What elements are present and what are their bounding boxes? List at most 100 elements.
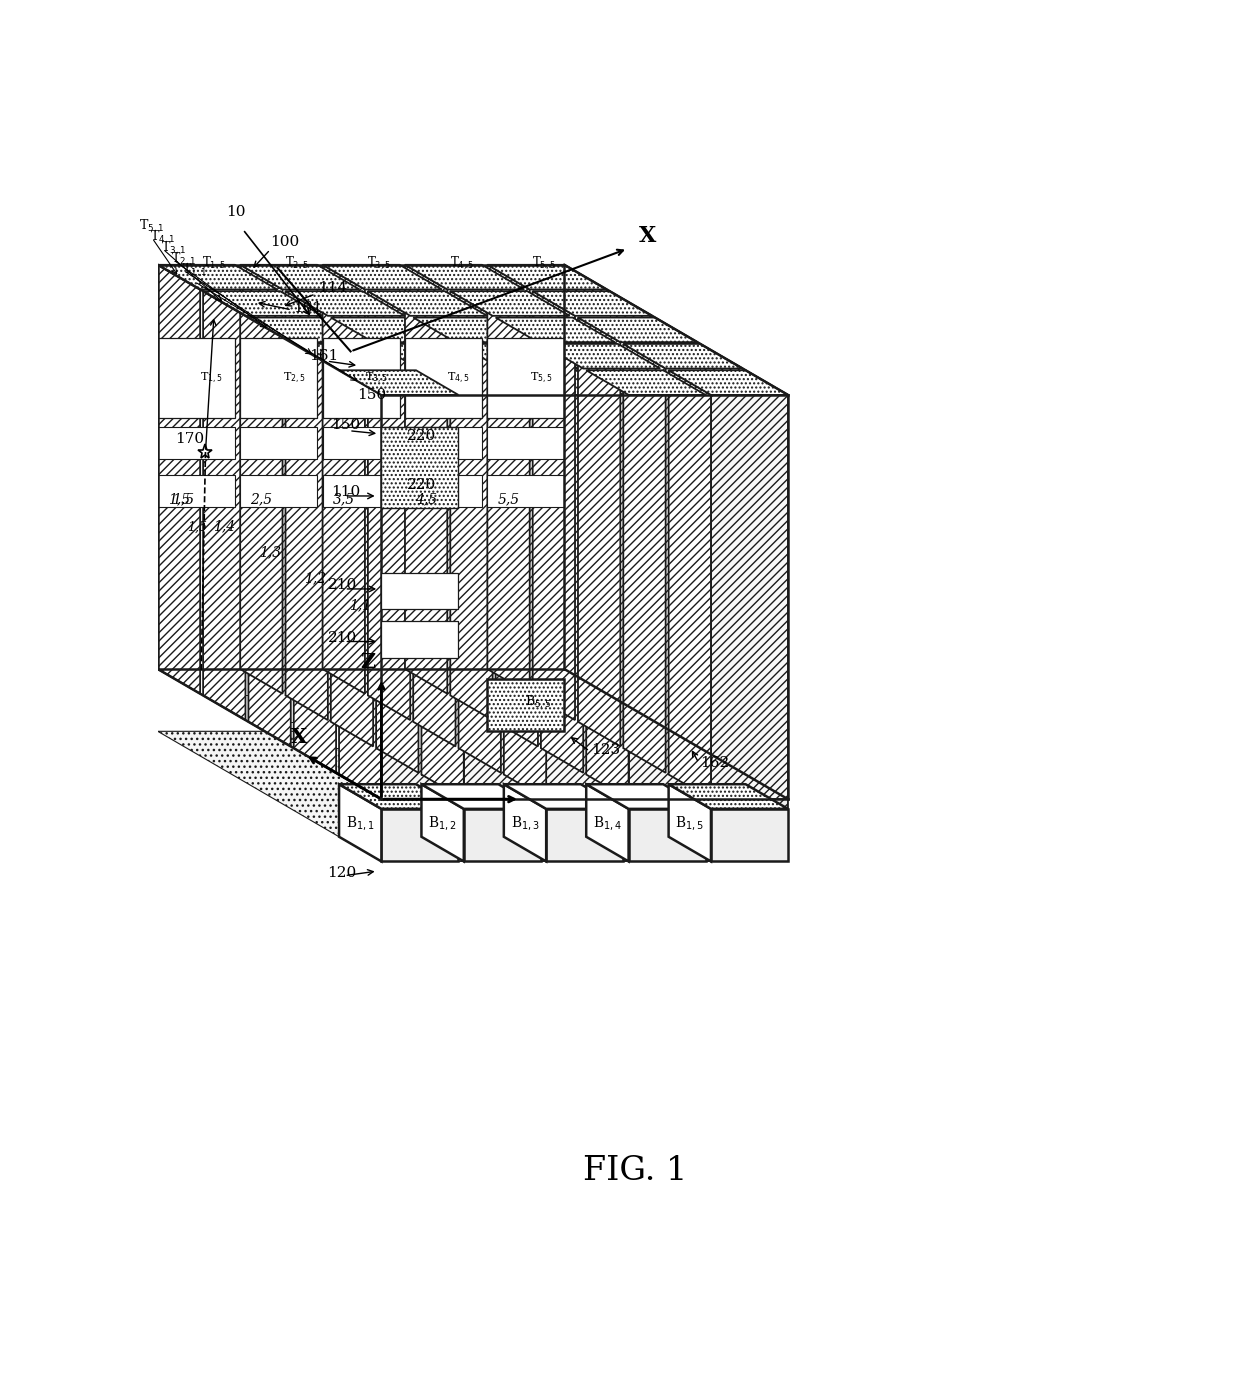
Polygon shape (533, 291, 652, 316)
Polygon shape (382, 573, 459, 610)
Text: X: X (291, 727, 308, 747)
Polygon shape (422, 370, 464, 800)
Text: 220: 220 (407, 429, 436, 443)
Polygon shape (339, 784, 382, 861)
Text: 120: 120 (327, 867, 357, 881)
Polygon shape (322, 337, 399, 418)
Polygon shape (668, 784, 711, 861)
Text: 1,5: 1,5 (167, 492, 190, 506)
Polygon shape (711, 394, 787, 800)
Polygon shape (541, 344, 660, 369)
Polygon shape (587, 784, 629, 861)
Text: T$_{3,5}$: T$_{3,5}$ (367, 254, 391, 273)
Polygon shape (339, 784, 459, 809)
Text: T$_{1,5}$: T$_{1,5}$ (200, 370, 223, 386)
Polygon shape (422, 784, 541, 809)
Polygon shape (368, 291, 445, 695)
Polygon shape (487, 426, 564, 459)
Polygon shape (546, 394, 624, 800)
Text: 1,5: 1,5 (172, 492, 193, 506)
Polygon shape (322, 426, 399, 459)
Text: X: X (639, 225, 656, 247)
Polygon shape (459, 344, 536, 748)
Text: Z: Z (360, 651, 376, 671)
Text: T$_{1,5}$: T$_{1,5}$ (202, 254, 227, 273)
Polygon shape (317, 264, 360, 693)
Polygon shape (422, 370, 498, 774)
Polygon shape (533, 291, 610, 695)
Polygon shape (248, 317, 325, 721)
Polygon shape (339, 370, 459, 394)
Polygon shape (668, 370, 787, 394)
Polygon shape (203, 291, 246, 720)
Polygon shape (408, 317, 450, 747)
Polygon shape (157, 426, 234, 459)
Text: 1,3: 1,3 (258, 545, 280, 559)
Text: T$_{2,5}$: T$_{2,5}$ (285, 254, 309, 273)
Polygon shape (376, 344, 418, 773)
Polygon shape (668, 370, 745, 774)
Polygon shape (339, 370, 459, 394)
Polygon shape (294, 344, 336, 773)
Polygon shape (157, 337, 234, 418)
Text: 210: 210 (327, 577, 357, 591)
Polygon shape (417, 370, 459, 800)
Text: T$_{3,1}$: T$_{3,1}$ (161, 239, 186, 257)
Polygon shape (405, 264, 448, 693)
Polygon shape (450, 291, 527, 695)
Text: 2,5: 2,5 (250, 492, 273, 506)
Polygon shape (382, 809, 459, 861)
Text: FIG. 1: FIG. 1 (583, 1155, 688, 1187)
Polygon shape (241, 264, 283, 693)
Polygon shape (241, 264, 360, 289)
Polygon shape (248, 317, 368, 343)
Polygon shape (294, 344, 413, 369)
Polygon shape (496, 317, 615, 343)
Polygon shape (487, 679, 564, 731)
Polygon shape (422, 370, 541, 394)
Polygon shape (405, 426, 482, 459)
Text: 10: 10 (226, 204, 246, 218)
Polygon shape (399, 264, 441, 693)
Polygon shape (711, 809, 787, 861)
Polygon shape (405, 264, 525, 289)
Polygon shape (498, 370, 541, 800)
Text: 210: 210 (327, 630, 357, 644)
Polygon shape (203, 291, 322, 316)
Polygon shape (445, 291, 487, 720)
Polygon shape (668, 370, 711, 800)
Polygon shape (413, 317, 490, 721)
Text: 5,5: 5,5 (497, 492, 520, 506)
Text: 123: 123 (591, 744, 620, 758)
Polygon shape (368, 291, 410, 720)
Text: T$_{5,5}$: T$_{5,5}$ (532, 254, 556, 273)
Text: 150: 150 (357, 387, 387, 401)
Polygon shape (248, 317, 290, 747)
Polygon shape (487, 264, 606, 289)
Polygon shape (285, 291, 327, 720)
Text: 170: 170 (175, 432, 203, 446)
Text: B$_{1,5}$: B$_{1,5}$ (676, 814, 704, 832)
Text: 4,5: 4,5 (415, 492, 438, 506)
Polygon shape (450, 291, 569, 316)
Polygon shape (376, 344, 453, 748)
Polygon shape (362, 291, 404, 720)
Text: Y: Y (528, 788, 543, 809)
Polygon shape (459, 344, 501, 773)
Polygon shape (503, 370, 624, 394)
Polygon shape (382, 394, 459, 800)
Polygon shape (241, 426, 317, 459)
Polygon shape (536, 344, 578, 773)
Polygon shape (533, 291, 575, 720)
Polygon shape (339, 370, 382, 800)
Text: T$_{4,5}$: T$_{4,5}$ (450, 254, 474, 273)
Polygon shape (285, 291, 404, 316)
Polygon shape (241, 337, 317, 418)
Polygon shape (371, 344, 413, 773)
Polygon shape (331, 317, 373, 747)
Text: T$_{4,1}$: T$_{4,1}$ (150, 228, 175, 246)
Polygon shape (157, 264, 200, 693)
Polygon shape (459, 344, 578, 369)
Text: 162: 162 (699, 756, 729, 770)
Text: B$_{1,1}$: B$_{1,1}$ (346, 814, 374, 832)
